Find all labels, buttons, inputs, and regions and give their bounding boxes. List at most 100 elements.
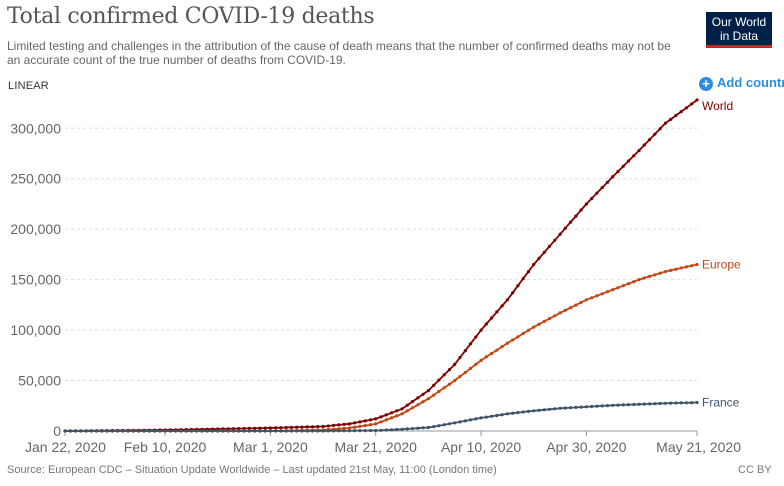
- data-point-world: [474, 335, 478, 339]
- data-point-world: [368, 418, 373, 422]
- chart-subtitle: Limited testing and challenges in the at…: [7, 39, 671, 67]
- data-point-world: [374, 417, 378, 421]
- data-point-france: [137, 429, 141, 433]
- data-point-europe: [532, 325, 536, 329]
- data-point-world: [379, 415, 383, 419]
- data-point-europe: [669, 268, 673, 272]
- data-point-world: [579, 208, 583, 212]
- data-point-europe: [458, 374, 462, 379]
- data-point-europe: [642, 276, 646, 280]
- data-point-world: [274, 426, 278, 430]
- data-point-france: [490, 414, 494, 418]
- data-point-europe: [389, 416, 394, 420]
- data-point-world: [695, 98, 699, 102]
- data-point-france: [289, 429, 294, 433]
- data-point-world: [421, 392, 425, 396]
- data-point-europe: [537, 322, 541, 326]
- owid-logo[interactable]: Our World in Data: [706, 12, 772, 48]
- data-point-europe: [679, 266, 683, 270]
- data-point-france: [189, 429, 193, 433]
- data-point-france: [674, 401, 678, 405]
- data-point-europe: [347, 426, 351, 430]
- data-point-france: [626, 403, 631, 407]
- data-point-world: [337, 423, 341, 427]
- y-tick-label: 250,000: [10, 171, 61, 187]
- data-point-europe: [437, 389, 441, 393]
- data-point-europe: [621, 284, 625, 288]
- data-point-france: [263, 429, 267, 433]
- data-point-france: [384, 428, 388, 432]
- data-point-europe: [400, 412, 404, 416]
- x-tick-label: Jan 22, 2020: [25, 439, 106, 455]
- data-point-france: [221, 429, 225, 433]
- data-point-france: [558, 406, 562, 410]
- data-point-france: [542, 408, 546, 412]
- data-point-france: [305, 429, 309, 433]
- data-point-world: [468, 342, 473, 346]
- data-point-world: [342, 422, 346, 426]
- series-label-france: France: [702, 396, 740, 410]
- data-point-france: [242, 429, 246, 433]
- data-point-europe: [663, 270, 668, 274]
- data-point-france: [611, 403, 615, 407]
- data-point-france: [279, 429, 283, 433]
- data-point-world: [258, 426, 262, 430]
- data-point-world: [516, 284, 520, 288]
- data-point-france: [605, 404, 610, 408]
- data-point-world: [321, 424, 325, 429]
- data-point-france: [637, 402, 641, 406]
- data-point-france: [553, 407, 557, 411]
- data-point-world: [684, 106, 689, 110]
- data-point-france: [274, 429, 278, 433]
- data-point-france: [474, 417, 478, 421]
- add-country-button[interactable]: + Add country: [699, 75, 784, 91]
- data-point-world: [400, 407, 404, 411]
- data-point-france: [516, 411, 520, 415]
- data-point-france: [453, 421, 457, 425]
- data-point-france: [226, 429, 230, 433]
- data-point-world: [532, 262, 536, 267]
- data-point-france: [110, 429, 114, 433]
- data-point-france: [300, 429, 304, 433]
- data-point-europe: [358, 424, 362, 428]
- data-point-france: [679, 401, 683, 405]
- data-point-world: [637, 148, 641, 153]
- data-point-france: [332, 429, 336, 433]
- data-point-world: [411, 399, 415, 404]
- scale-toggle[interactable]: LINEAR: [8, 80, 49, 92]
- data-point-europe: [342, 426, 346, 430]
- license-label[interactable]: CC BY: [738, 464, 772, 476]
- data-point-france: [690, 401, 694, 405]
- data-point-world: [363, 419, 367, 423]
- data-point-france: [358, 429, 362, 433]
- data-point-world: [310, 425, 315, 429]
- data-point-europe: [579, 300, 583, 304]
- data-point-world: [642, 143, 646, 147]
- data-point-europe: [690, 264, 694, 268]
- data-point-france: [621, 403, 625, 407]
- data-point-france: [642, 402, 646, 406]
- data-point-world: [295, 425, 299, 429]
- data-point-france: [684, 401, 689, 405]
- data-point-europe: [442, 386, 446, 390]
- data-point-europe: [563, 308, 567, 312]
- data-point-france: [284, 429, 288, 433]
- data-point-world: [505, 298, 509, 302]
- data-point-france: [253, 429, 257, 433]
- data-point-france: [347, 429, 351, 433]
- data-point-france: [521, 410, 525, 414]
- data-point-france: [458, 420, 462, 424]
- data-point-france: [479, 416, 483, 420]
- data-point-world: [611, 175, 615, 179]
- data-point-world: [242, 426, 246, 431]
- data-point-europe: [569, 306, 573, 310]
- x-tick-label: Mar 21, 2020: [334, 439, 417, 455]
- data-point-world: [511, 291, 515, 295]
- data-point-world: [542, 250, 546, 254]
- data-point-france: [511, 411, 515, 415]
- data-point-europe: [368, 423, 373, 427]
- data-point-world: [389, 411, 394, 415]
- data-point-france: [563, 406, 567, 410]
- data-point-france: [463, 419, 467, 423]
